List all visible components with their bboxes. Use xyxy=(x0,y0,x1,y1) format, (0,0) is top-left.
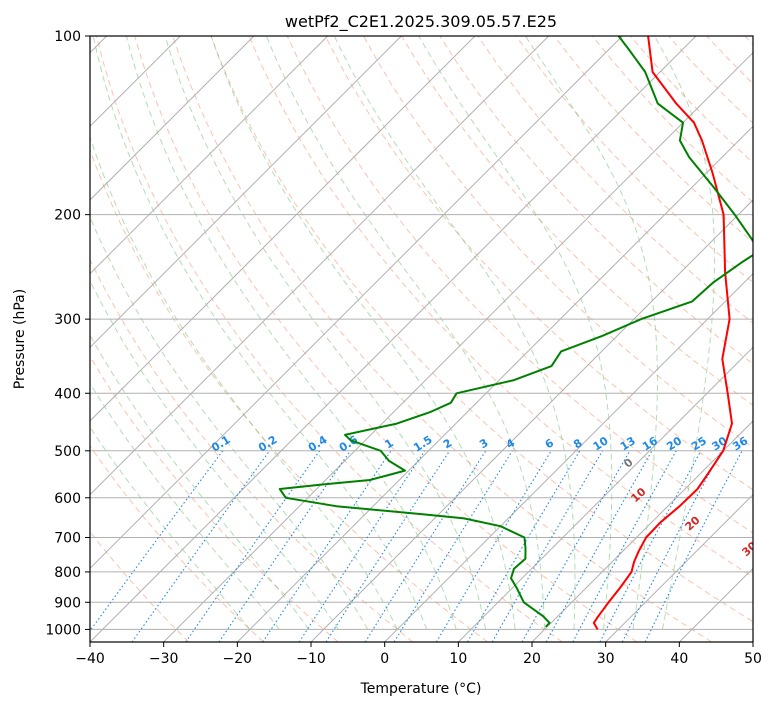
dry-adiabat-line xyxy=(515,36,753,284)
isotherm-line xyxy=(90,36,476,422)
chart-title: wetPf2_C2E1.2025.309.05.57.E25 xyxy=(285,12,557,32)
mixing-ratio-line xyxy=(218,450,351,642)
x-tick-label: −40 xyxy=(75,651,105,667)
y-tick-label: 200 xyxy=(54,208,81,224)
isotherm-line xyxy=(90,36,255,201)
y-axis-title: Pressure (hPa) xyxy=(12,289,28,389)
isotherm-line xyxy=(90,36,697,642)
mixing-ratio-line xyxy=(521,450,631,642)
y-tick-label: 1000 xyxy=(45,622,81,638)
dry-adiabat-line xyxy=(210,36,753,623)
x-axis-title: Temperature (°C) xyxy=(360,681,482,697)
x-tick-label: −20 xyxy=(223,651,253,667)
isotherm-line xyxy=(90,36,402,349)
mixing-ratio-line xyxy=(393,450,513,642)
mixing-ratio-line xyxy=(491,450,603,642)
mixing-ratio-line xyxy=(262,450,392,642)
isotherm-line xyxy=(310,199,753,642)
moist-adiabat-line xyxy=(524,36,658,630)
mixing-ratio-line xyxy=(644,450,743,642)
moist-adiabat-line xyxy=(164,36,487,630)
dry-adiabat-line xyxy=(324,36,753,491)
moist-adiabat-line xyxy=(90,279,339,630)
y-tick-label: 400 xyxy=(54,386,81,402)
mixing-ratio-line xyxy=(435,450,552,642)
moist-adiabat-line xyxy=(125,36,457,630)
moist-adiabat-line xyxy=(90,382,280,630)
dry-adiabat-line xyxy=(248,36,753,578)
isotherm-line xyxy=(90,36,623,570)
y-tick-label: 600 xyxy=(54,491,81,507)
x-tick-label: 40 xyxy=(670,651,688,667)
plot-background xyxy=(90,36,753,642)
y-tick-label: 800 xyxy=(54,565,81,581)
isotherm-line xyxy=(752,641,753,642)
mixing-ratio-line xyxy=(467,450,581,642)
x-tick-label: −30 xyxy=(149,651,179,667)
moist-adiabat-line xyxy=(90,334,310,630)
x-tick-label: 20 xyxy=(523,651,541,667)
mixing-ratio-line xyxy=(545,450,653,642)
isotherm-line xyxy=(90,36,329,275)
dry-adiabat-line xyxy=(172,36,712,642)
moist-adiabat-line xyxy=(265,36,546,630)
moist-adiabat-line xyxy=(90,215,369,630)
x-tick-label: 30 xyxy=(597,651,615,667)
moist-adiabat-line xyxy=(210,36,516,630)
moist-adiabat-line xyxy=(333,36,576,630)
isotherm-line xyxy=(236,125,753,642)
moist-adiabat-line xyxy=(92,36,428,630)
temperature-profile-line xyxy=(592,36,733,630)
x-tick-label: 0 xyxy=(380,651,389,667)
x-tick-label: −10 xyxy=(296,651,326,667)
dry-adiabat-line xyxy=(286,36,753,534)
mixing-ratio-line xyxy=(298,450,426,642)
x-tick-label: 10 xyxy=(449,651,467,667)
dry-adiabat-line xyxy=(90,258,414,642)
dry-adiabat-line xyxy=(477,36,753,324)
moist-adiabat-line xyxy=(653,36,716,630)
mixing-ratio-line xyxy=(131,450,271,642)
y-tick-label: 900 xyxy=(54,595,81,611)
dry-adiabat-line xyxy=(90,445,264,642)
y-tick-label: 500 xyxy=(54,444,81,460)
isotherm-line xyxy=(163,51,753,642)
dry-adiabat-line xyxy=(90,355,339,642)
isotherm-line xyxy=(384,272,753,642)
isotherm-line xyxy=(90,36,550,496)
dewpoint-profile-line xyxy=(278,36,753,628)
isotherm-line xyxy=(531,420,753,642)
dry-adiabat-line xyxy=(96,36,563,642)
y-tick-label: 100 xyxy=(54,29,81,45)
moist-adiabat-line xyxy=(90,426,251,630)
plot-frame xyxy=(89,35,754,643)
y-tick-label: 300 xyxy=(54,312,81,328)
isotherm-line xyxy=(605,493,753,642)
y-tick-label: 700 xyxy=(54,531,81,547)
mixing-ratio-line xyxy=(185,450,321,642)
moist-adiabat-line xyxy=(418,36,613,630)
isotherm-line xyxy=(457,346,753,642)
x-tick-label: 50 xyxy=(744,651,762,667)
